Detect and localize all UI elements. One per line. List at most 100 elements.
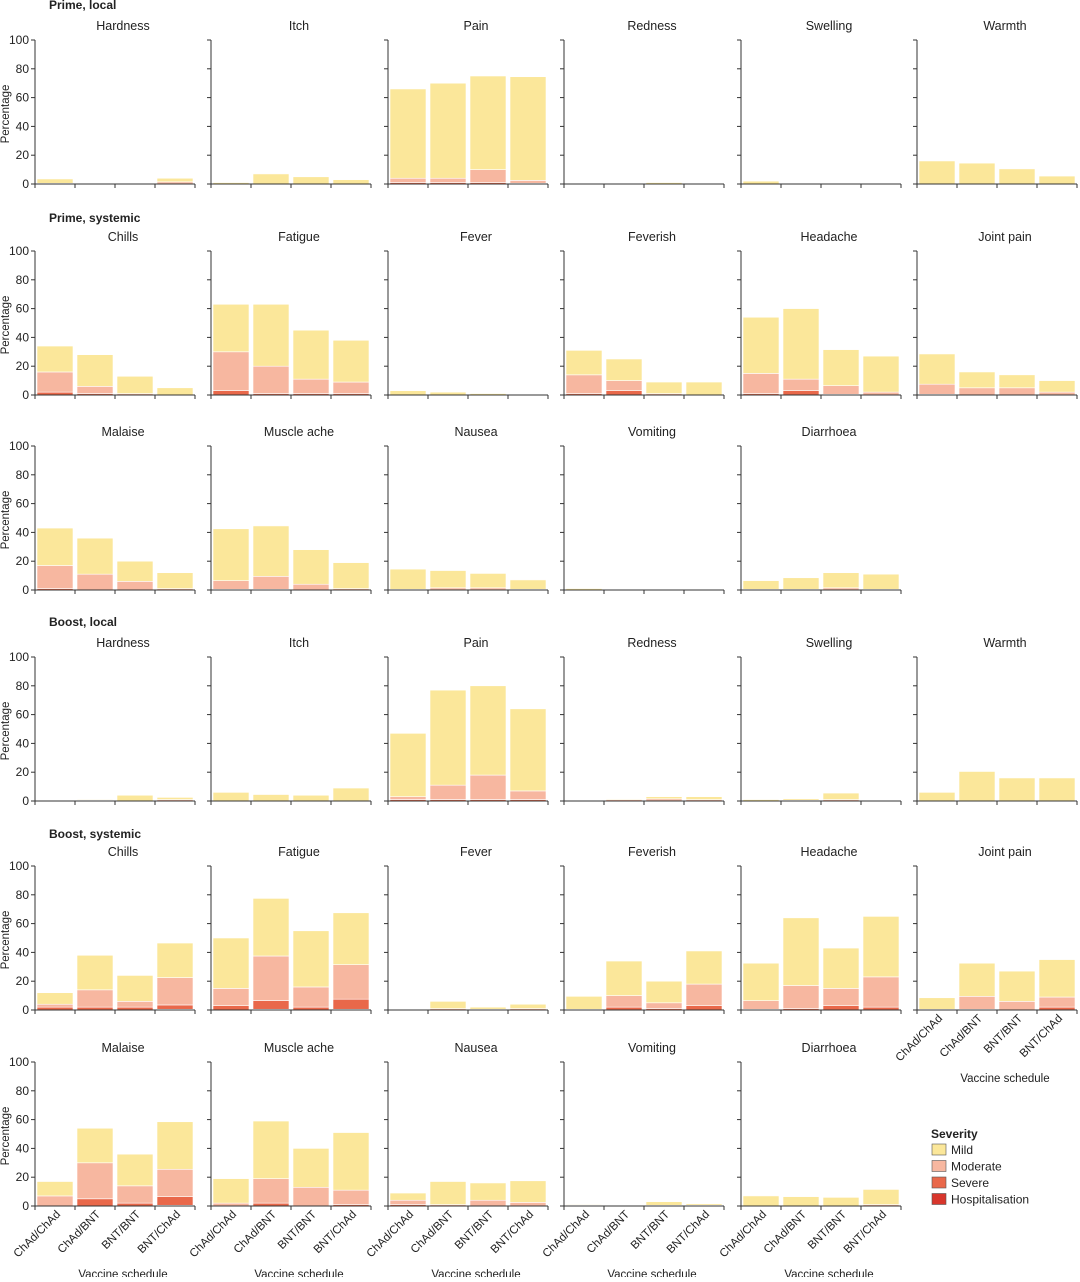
- bar-segment-mild: [469, 1006, 507, 1010]
- bar-segment-moderate: [292, 378, 330, 394]
- bar-segment-mild: [822, 947, 860, 989]
- panel-title: Vomiting: [628, 1041, 676, 1055]
- panel-title: Headache: [801, 230, 858, 244]
- bar-bnt-bnt: [822, 1197, 860, 1207]
- bar-segment-severe: [822, 1005, 860, 1011]
- bar-segment-moderate: [958, 387, 996, 396]
- bar-segment-mild: [469, 573, 507, 589]
- panel-hardness: Hardness 0 20 40 60 80 100 Percentage: [0, 636, 196, 808]
- legend-item-mild: Mild: [931, 1143, 973, 1157]
- bar-segment-mild: [76, 1127, 114, 1164]
- bar-segment-severe: [605, 390, 643, 396]
- y-tick-label: 60: [16, 1113, 30, 1127]
- bar-segment-mild: [918, 160, 956, 185]
- bar-segment-mild: [469, 75, 507, 170]
- bar-segment-severe: [332, 998, 370, 1010]
- bar-bnt-bnt: [645, 381, 683, 396]
- panel-warmth: Warmth: [913, 636, 1078, 805]
- bar-bnt-chad: [685, 381, 723, 396]
- y-tick-label: 100: [9, 859, 29, 873]
- y-tick-label: 0: [22, 794, 29, 808]
- bar-bnt-bnt: [645, 796, 683, 802]
- y-tick-label: 40: [16, 945, 30, 959]
- x-axis-title: Vaccine schedule: [607, 1269, 696, 1277]
- bar-segment-mild: [429, 570, 467, 589]
- bar-segment-mild: [645, 381, 683, 394]
- x-tick-label: ChAd/BNT: [56, 1209, 103, 1256]
- bar-bnt-bnt: [292, 176, 330, 185]
- bar-segment-moderate: [116, 581, 154, 591]
- legend: Severity Mild Moderate Severe Hospitalisatio…: [931, 1127, 1029, 1207]
- y-tick-label: 20: [16, 554, 30, 568]
- bar-segment-moderate: [76, 1162, 114, 1200]
- y-tick-label: 80: [16, 273, 30, 287]
- bar-bnt-bnt: [292, 549, 330, 591]
- bar-segment-mild: [252, 173, 290, 185]
- y-tick-label: 40: [16, 525, 30, 539]
- y-tick-label: 60: [16, 917, 30, 931]
- bar-chad-chad: [36, 345, 74, 396]
- bar-segment-mild: [565, 996, 603, 1010]
- legend-title: Severity: [931, 1127, 978, 1141]
- bar-bnt-chad: [156, 572, 194, 591]
- y-tick-label: 60: [16, 302, 30, 316]
- bar-bnt-chad: [156, 177, 194, 185]
- bar-segment-mild: [292, 549, 330, 585]
- bar-segment-mild: [782, 308, 820, 380]
- bar-segment-mild: [862, 573, 900, 590]
- bar-segment-mild: [645, 1201, 683, 1206]
- bar-segment-moderate: [76, 989, 114, 1008]
- bar-segment-moderate: [645, 1002, 683, 1009]
- bar-bnt-chad: [1038, 777, 1076, 802]
- bar-chad-bnt: [958, 771, 996, 802]
- bar-chad-bnt: [252, 898, 290, 1011]
- panel-fever: Fever: [384, 230, 549, 399]
- panel-title: Fever: [460, 845, 492, 859]
- bar-segment-moderate: [252, 365, 290, 394]
- bar-bnt-bnt: [998, 374, 1036, 396]
- bar-chad-chad: [918, 353, 956, 396]
- bar-chad-chad: [389, 88, 427, 185]
- y-tick-label: 40: [16, 1141, 30, 1155]
- bar-chad-chad: [36, 1181, 74, 1207]
- bar-segment-mild: [156, 1121, 194, 1170]
- bar-segment-mild: [1038, 175, 1076, 185]
- bar-bnt-chad: [1038, 959, 1076, 1011]
- panel-title: Pain: [463, 19, 488, 33]
- panel-title: Diarrhoea: [802, 425, 857, 439]
- x-axis-title: Vaccine schedule: [960, 1073, 1049, 1085]
- bar-segment-moderate: [685, 983, 723, 1006]
- bar-chad-bnt: [958, 371, 996, 396]
- bar-bnt-bnt: [469, 1182, 507, 1207]
- bar-segment-mild: [998, 777, 1036, 802]
- y-tick-label: 100: [9, 650, 29, 664]
- bar-segment-moderate: [605, 995, 643, 1008]
- bar-segment-moderate: [742, 1000, 780, 1010]
- bar-segment-moderate: [292, 986, 330, 1008]
- bar-bnt-chad: [332, 912, 370, 1011]
- panel-title: Hardness: [96, 19, 150, 33]
- x-tick-label: ChAd/ChAd: [12, 1209, 63, 1260]
- bar-segment-moderate: [862, 976, 900, 1008]
- bar-segment-moderate: [36, 1195, 74, 1207]
- bar-bnt-bnt: [998, 777, 1036, 802]
- bar-bnt-chad: [332, 562, 370, 591]
- y-tick-label: 100: [9, 244, 29, 258]
- bar-chad-chad: [36, 527, 74, 591]
- bar-chad-chad: [742, 1195, 780, 1207]
- x-tick-label: BNT/ChAd: [842, 1209, 889, 1256]
- bar-chad-chad: [742, 316, 780, 396]
- bar-bnt-chad: [156, 387, 194, 396]
- panel-itch: Itch: [207, 636, 372, 805]
- bar-segment-mild: [252, 898, 290, 957]
- panel-itch: Itch: [207, 19, 372, 188]
- bar-bnt-chad: [685, 950, 723, 1011]
- panel-title: Joint pain: [978, 230, 1032, 244]
- legend-label: Severe: [951, 1176, 989, 1190]
- x-tick-label: ChAd/BNT: [232, 1209, 279, 1256]
- bar-segment-mild: [36, 992, 74, 1005]
- panel-title: Feverish: [628, 230, 676, 244]
- panel-title: Fever: [460, 230, 492, 244]
- panel-title: Vomiting: [628, 425, 676, 439]
- bar-segment-mild: [36, 178, 74, 184]
